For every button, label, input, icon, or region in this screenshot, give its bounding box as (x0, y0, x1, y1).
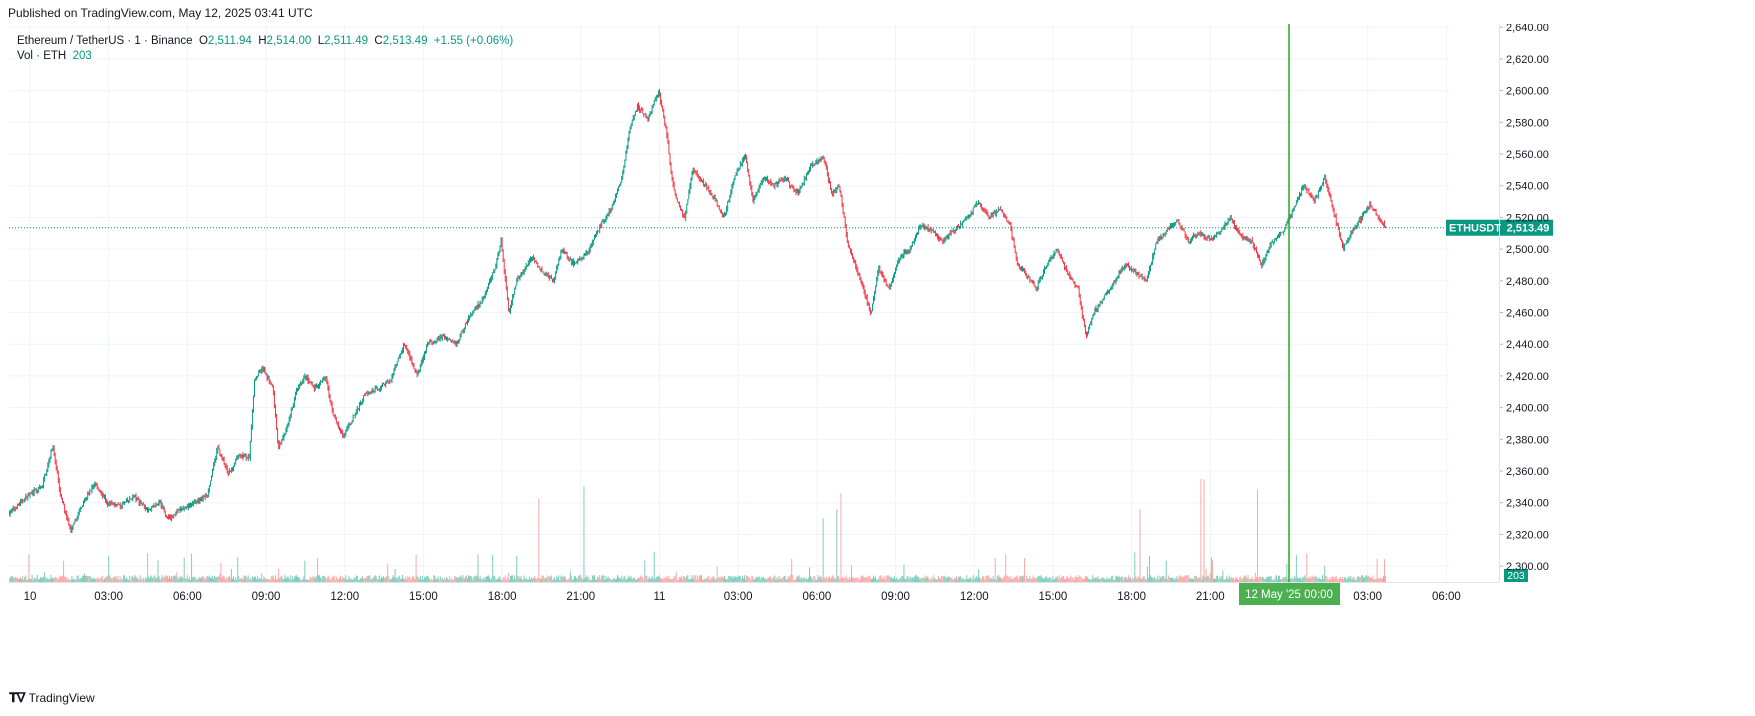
low-label: L (317, 35, 325, 47)
x-tick-label: 21:00 (566, 591, 595, 603)
y-tick-label: 2,440.00 (1506, 339, 1549, 351)
x-tick-label: 06:00 (1432, 591, 1461, 603)
chart-grid (9, 24, 1449, 582)
close-label: C (374, 35, 383, 47)
x-tick-label: 18:00 (488, 591, 517, 603)
y-tick-label: 2,540.00 (1506, 181, 1549, 193)
x-tick-label: 11 (654, 591, 666, 603)
volume-label[interactable]: Vol · ETH (17, 50, 67, 62)
high-label: H (258, 35, 267, 47)
x-tick-label: 09:00 (881, 591, 910, 603)
open-value: 2,511.94 (207, 35, 252, 47)
tradingview-logo-icon: 𝐓∇ (9, 690, 26, 705)
x-tick-label: 15:00 (409, 591, 438, 603)
x-tick-label: 15:00 (1039, 591, 1068, 603)
x-tick-label: 21:00 (1196, 591, 1225, 603)
y-tick-label: 2,340.00 (1506, 498, 1549, 510)
crosshair-time-label: 12 May '25 00:00 (1245, 589, 1333, 601)
x-tick-label: 12:00 (330, 591, 359, 603)
y-tick-label: 2,500.00 (1506, 244, 1549, 256)
symbol-label: ETHUSDT (1449, 223, 1501, 235)
volume-bars (9, 478, 1387, 582)
y-tick-label: 2,320.00 (1506, 529, 1549, 541)
chart-legend: Ethereum / TetherUS · 1 · Binance O2,511… (17, 34, 513, 64)
y-tick-label: 2,380.00 (1506, 434, 1549, 446)
price-axis: 2,640.00 2,620.00 2,600.00 2,580.00 2,560.00… (1499, 24, 1549, 582)
y-tick-label: 2,620.00 (1506, 54, 1549, 66)
change-value: +1.55 (+0.06%) (433, 35, 514, 47)
volume-axis-label: 203 (1507, 570, 1525, 582)
crosshair-time-label-bg (1239, 583, 1340, 605)
price-label-bg (1504, 219, 1553, 236)
y-tick-label: 2,360.00 (1506, 466, 1549, 478)
y-tick-label: 2,580.00 (1506, 117, 1549, 129)
low-value: 2,511.49 (324, 35, 369, 47)
y-tick-label: 2,460.00 (1506, 308, 1549, 320)
price-label: 2,513.49 (1507, 223, 1550, 235)
y-tick-label: 2,560.00 (1506, 149, 1549, 161)
close-value: 2,513.49 (382, 35, 428, 47)
brand-name: TradingView (28, 691, 95, 705)
y-tick-label: 2,520.00 (1506, 212, 1549, 224)
x-tick-label: 03:00 (724, 591, 753, 603)
x-tick-label: 03:00 (94, 591, 123, 603)
time-axis: 10 03:00 06:00 09:00 12:00 15:00 18:00 21:00 11 0… (9, 582, 1499, 603)
y-tick-label: 2,600.00 (1506, 86, 1549, 98)
ohlc-row: Ethereum / TetherUS · 1 · Binance O2,511… (17, 34, 513, 49)
y-tick-label: 2,420.00 (1506, 371, 1549, 383)
candlestick-series (9, 88, 1387, 534)
x-tick-label: 18:00 (1117, 591, 1146, 603)
open-label: O (198, 35, 208, 47)
chart-overlay: ETHUSDT 2,513.49 203 12 May '25 00:00 (9, 24, 1553, 605)
volume-axis-label-bg (1504, 569, 1528, 582)
volume-row: Vol · ETH 203 (17, 49, 513, 64)
symbol-title[interactable]: Ethereum / TetherUS · 1 · Binance (17, 35, 193, 47)
x-tick-label: 12:00 (960, 591, 989, 603)
price-chart[interactable]: ETHUSDT 2,513.49 203 12 May '25 00:00 2,640… (9, 24, 1743, 684)
published-caption: Published on TradingView.com, May 12, 20… (8, 6, 313, 20)
x-tick-label: 06:00 (173, 591, 202, 603)
footer-brand[interactable]: 𝐓∇ TradingView (9, 690, 95, 706)
x-tick-label: 10 (24, 591, 37, 603)
symbol-label-bg (1446, 219, 1504, 236)
y-tick-label: 2,400.00 (1506, 403, 1549, 415)
x-tick-label: 03:00 (1353, 591, 1382, 603)
volume-value: 203 (72, 50, 92, 62)
x-tick-label: 09:00 (252, 591, 281, 603)
y-tick-label: 2,640.00 (1506, 24, 1549, 34)
x-tick-label: 06:00 (802, 591, 831, 603)
y-tick-label: 2,300.00 (1506, 561, 1549, 573)
y-tick-label: 2,480.00 (1506, 276, 1549, 288)
chart-frame[interactable]: ETHUSDT 2,513.49 203 12 May '25 00:00 2,640… (9, 24, 1743, 684)
high-value: 2,514.00 (266, 35, 312, 47)
